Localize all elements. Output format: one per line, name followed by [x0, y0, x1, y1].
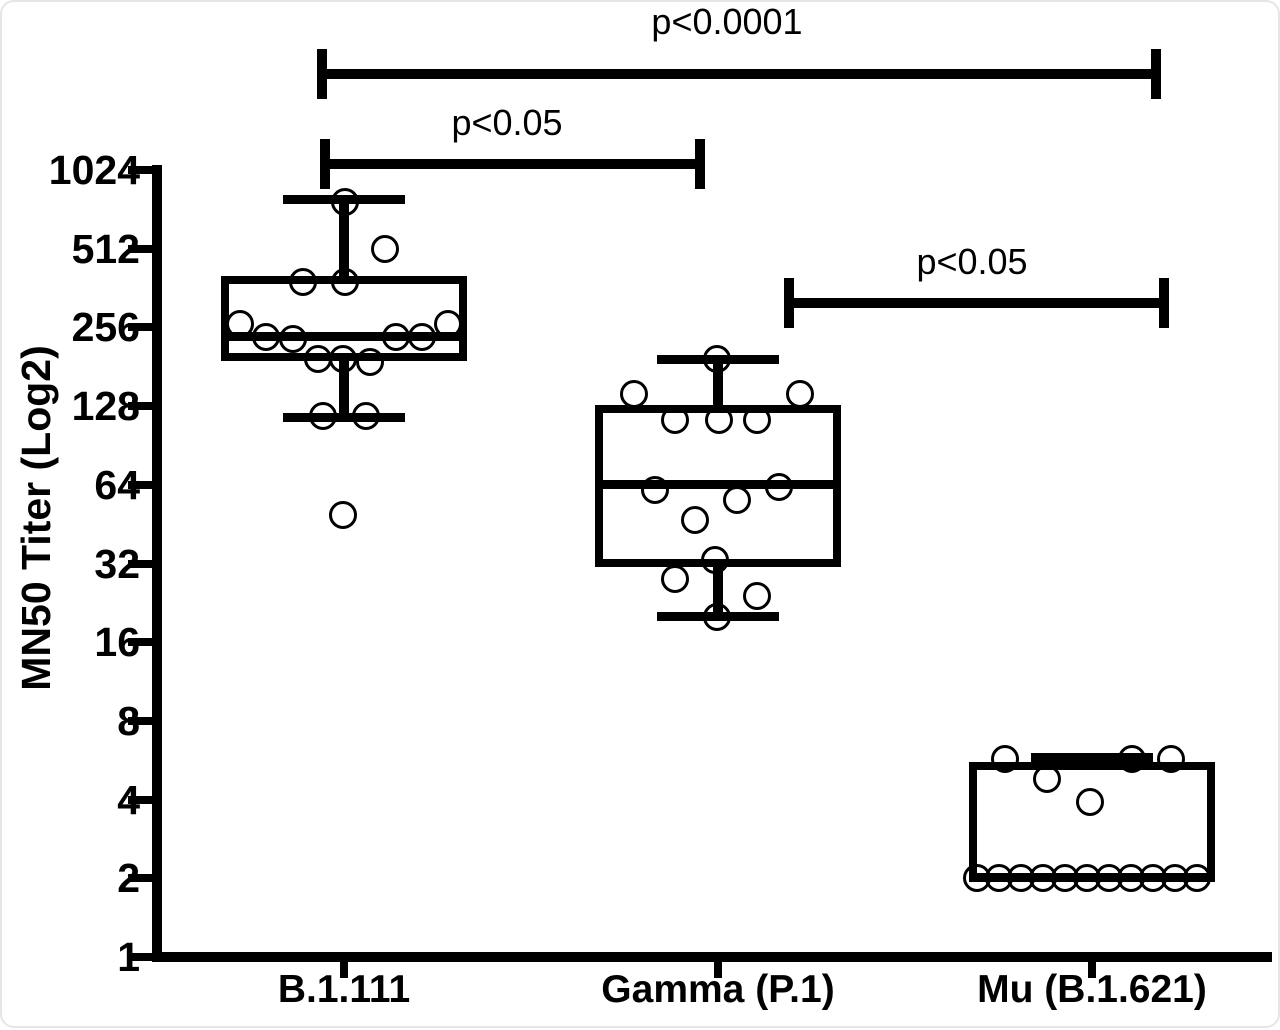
y-tick-label: 32	[94, 540, 140, 587]
data-point	[289, 267, 317, 296]
data-point	[226, 310, 254, 339]
data-point	[329, 344, 357, 373]
data-point	[371, 234, 399, 263]
x-tick	[1088, 960, 1096, 978]
data-point	[252, 323, 280, 352]
data-point	[329, 501, 357, 530]
data-point	[309, 402, 337, 431]
data-point	[279, 325, 307, 354]
whisker-lower	[339, 357, 349, 418]
data-point	[701, 546, 729, 574]
data-point	[408, 323, 436, 352]
data-point	[743, 406, 771, 435]
whisker-cap-lower	[283, 412, 405, 422]
box	[969, 761, 1215, 882]
data-point	[1076, 788, 1104, 817]
y-tick-label: 128	[71, 383, 140, 430]
significance-cap-right	[1159, 278, 1169, 328]
data-point	[743, 582, 771, 611]
data-point	[1157, 745, 1185, 774]
data-point	[705, 406, 733, 435]
data-point	[661, 564, 689, 593]
y-tick	[128, 244, 152, 253]
y-tick	[128, 716, 152, 725]
significance-cap-left	[320, 139, 330, 189]
significance-label: p<0.0001	[651, 1, 803, 42]
y-tick	[128, 402, 152, 411]
data-point	[661, 406, 689, 435]
data-point	[1118, 745, 1146, 774]
data-point	[331, 188, 359, 217]
y-tick-label: 64	[94, 461, 140, 508]
y-tick-label: 256	[71, 304, 140, 351]
data-point	[356, 347, 384, 376]
whisker-upper	[339, 199, 349, 281]
significance-cap-right	[1151, 49, 1161, 99]
significance-bar	[317, 69, 1161, 79]
whisker-cap-upper	[1031, 752, 1153, 762]
data-point	[723, 485, 751, 514]
y-tick-label: 4	[117, 776, 140, 823]
y-tick-label: 16	[94, 619, 140, 666]
significance-label: p<0.05	[916, 241, 1028, 282]
x-tick	[340, 960, 348, 978]
data-point	[703, 345, 731, 374]
significance-cap-left	[784, 278, 794, 328]
data-point	[331, 267, 359, 296]
y-tick	[128, 953, 152, 961]
y-tick	[128, 795, 152, 804]
significance-bar	[784, 298, 1169, 308]
whisker-lower	[713, 563, 723, 617]
y-tick	[128, 638, 152, 647]
significance-bar	[320, 159, 705, 169]
median-line	[595, 480, 841, 490]
y-tick	[128, 166, 152, 174]
data-point	[681, 505, 709, 534]
y-tick-label: 2	[117, 855, 140, 902]
x-category-label: Mu (B.1.621)	[977, 968, 1207, 1011]
data-point	[703, 602, 731, 631]
y-tick	[128, 874, 152, 883]
y-axis-line	[152, 165, 162, 962]
data-point	[1183, 864, 1211, 893]
data-point	[304, 344, 332, 373]
y-tick-label: 1	[117, 934, 140, 980]
data-point	[434, 310, 462, 339]
data-point	[786, 380, 814, 409]
y-tick-label: 8	[117, 697, 140, 744]
data-point	[641, 476, 669, 505]
median-line	[221, 331, 467, 341]
x-category-label: B.1.111	[277, 968, 411, 1011]
significance-cap-left	[317, 49, 327, 99]
significance-label: p<0.05	[451, 102, 563, 143]
significance-cap-right	[695, 139, 705, 189]
x-tick	[714, 960, 722, 978]
data-point	[382, 323, 410, 352]
data-point	[1033, 764, 1061, 793]
y-tick	[128, 559, 152, 568]
whisker-upper	[713, 359, 723, 409]
y-tick	[128, 323, 152, 332]
data-point	[620, 380, 648, 409]
x-axis-line	[152, 952, 1272, 962]
data-point	[991, 745, 1019, 774]
y-tick-label: 1024	[48, 147, 140, 193]
data-point	[352, 402, 380, 431]
data-point	[765, 472, 793, 501]
x-category-label: Gamma (P.1)	[601, 968, 835, 1011]
y-tick	[128, 480, 152, 489]
y-tick-label: 512	[71, 225, 140, 272]
